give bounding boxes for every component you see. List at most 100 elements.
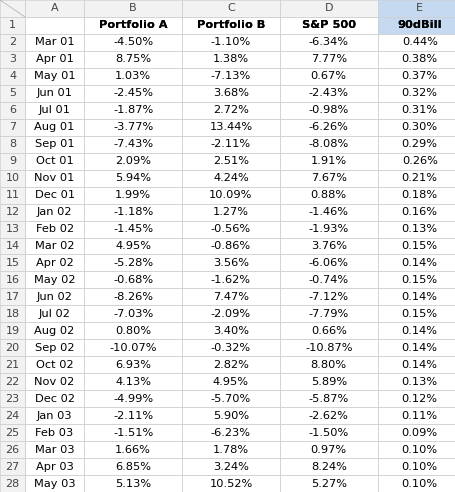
Bar [25,322,84,339]
Bar [280,186,378,204]
Bar [25,407,84,424]
Bar [0,407,25,424]
Text: -1.45%: -1.45% [113,224,153,234]
Bar [378,373,455,390]
Bar [378,102,455,119]
Text: 0.11%: 0.11% [402,411,438,421]
Text: -5.87%: -5.87% [308,394,349,404]
Text: 2.09%: 2.09% [115,156,151,166]
Text: S&P 500: S&P 500 [302,21,356,31]
Bar [84,204,182,220]
Text: -0.74%: -0.74% [308,275,349,285]
Text: 8.80%: 8.80% [311,360,347,370]
Text: Oct 01: Oct 01 [36,156,73,166]
Text: May 01: May 01 [34,71,76,81]
Text: 17: 17 [5,292,20,302]
Bar [0,17,25,34]
Bar [0,306,25,322]
Text: May 03: May 03 [34,479,76,489]
Text: 11: 11 [5,190,20,200]
Bar [280,306,378,322]
Text: 2.51%: 2.51% [213,156,249,166]
Text: E: E [416,3,423,13]
Text: 1.03%: 1.03% [115,71,151,81]
Text: 0.09%: 0.09% [402,428,438,437]
Text: Jan 02: Jan 02 [37,207,72,217]
Bar [25,17,84,34]
Bar [25,68,84,85]
Bar [84,220,182,238]
Text: 5.89%: 5.89% [311,377,347,387]
Bar [378,306,455,322]
Bar [25,136,84,153]
Bar [280,204,378,220]
Bar [25,170,84,186]
Bar [25,119,84,136]
Bar [0,119,25,136]
Text: Aug 02: Aug 02 [35,326,75,336]
Text: 90dBill: 90dBill [397,21,442,31]
Bar [25,356,84,373]
Text: 0.13%: 0.13% [402,224,438,234]
Text: 0.10%: 0.10% [402,479,438,489]
Text: 20: 20 [5,343,20,353]
Bar [0,34,25,51]
Text: 8.75%: 8.75% [115,55,151,64]
Text: 10.09%: 10.09% [209,190,253,200]
Text: Aug 01: Aug 01 [35,122,75,132]
Text: B: B [129,3,137,13]
Bar [84,373,182,390]
Text: 13: 13 [5,224,20,234]
Bar [0,170,25,186]
Bar [182,220,280,238]
Bar [378,68,455,85]
Bar [378,0,455,17]
Text: 10.52%: 10.52% [209,479,253,489]
Bar [280,238,378,254]
Text: 1.91%: 1.91% [311,156,347,166]
Bar [0,51,25,68]
Bar [280,34,378,51]
Text: Jun 02: Jun 02 [37,292,72,302]
Text: -2.09%: -2.09% [211,309,251,319]
Text: 4.13%: 4.13% [115,377,151,387]
Text: 25: 25 [5,428,20,437]
Bar [378,238,455,254]
Bar [182,85,280,102]
Text: Jul 01: Jul 01 [39,105,71,115]
Bar [25,254,84,272]
Text: Feb 03: Feb 03 [35,428,74,437]
Text: Apr 01: Apr 01 [35,55,74,64]
Bar [378,254,455,272]
Text: -2.45%: -2.45% [113,88,153,98]
Text: -1.62%: -1.62% [211,275,251,285]
Bar [0,102,25,119]
Text: Jul 02: Jul 02 [39,309,71,319]
Bar [25,390,84,407]
Text: -8.26%: -8.26% [113,292,153,302]
Bar [84,441,182,458]
Bar [0,441,25,458]
Bar [280,220,378,238]
Bar [25,441,84,458]
Text: -1.10%: -1.10% [211,37,251,47]
Bar [182,288,280,306]
Text: 7.77%: 7.77% [311,55,347,64]
Bar [84,322,182,339]
Bar [0,153,25,170]
Text: Portfolio B: Portfolio B [197,21,265,31]
Text: -2.62%: -2.62% [309,411,349,421]
Text: D: D [324,3,333,13]
Text: Sep 02: Sep 02 [35,343,74,353]
Bar [0,0,25,17]
Text: 0.16%: 0.16% [402,207,438,217]
Text: 3.56%: 3.56% [213,258,249,268]
Bar [378,322,455,339]
Text: -1.87%: -1.87% [113,105,153,115]
Text: -0.86%: -0.86% [211,241,251,251]
Text: 0.80%: 0.80% [115,326,151,336]
Bar [378,153,455,170]
Bar [378,204,455,220]
Bar [182,238,280,254]
Bar [25,34,84,51]
